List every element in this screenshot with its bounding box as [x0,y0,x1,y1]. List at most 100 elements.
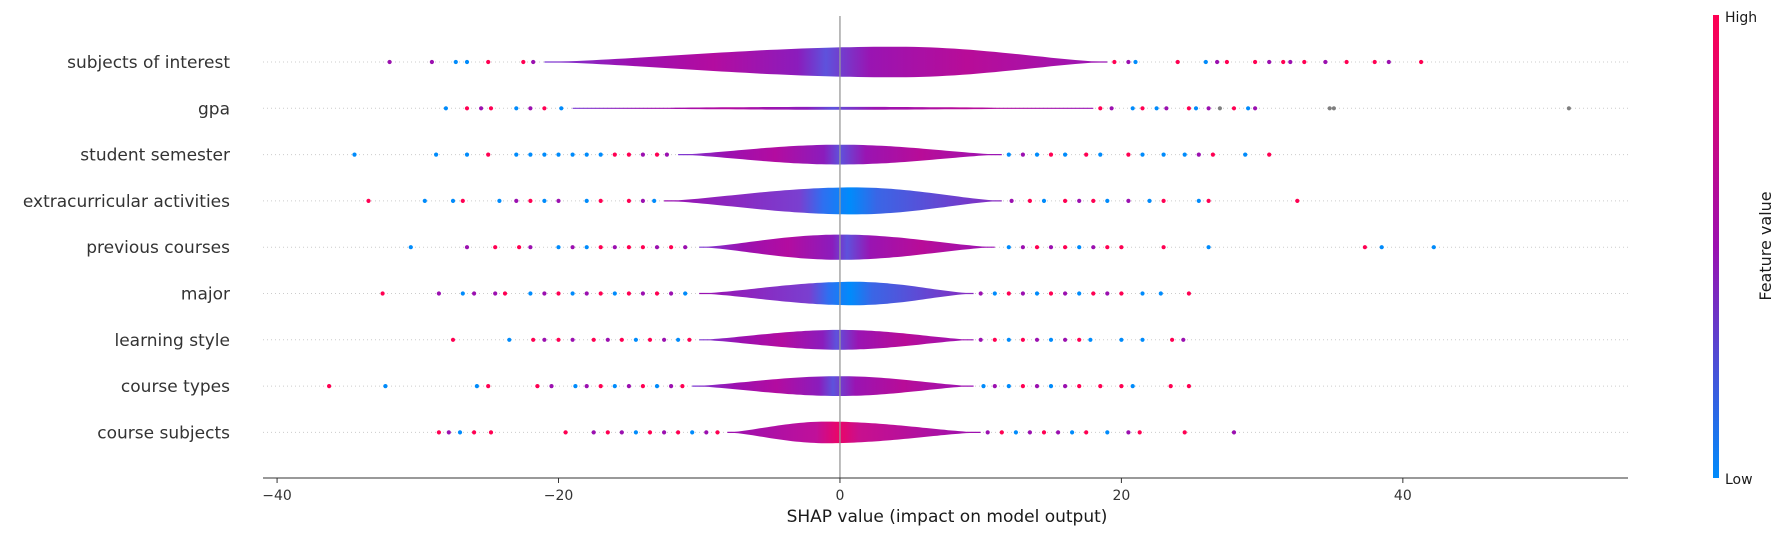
data-point [1386,59,1391,65]
data-point [1137,430,1142,435]
feature-row: course types [121,376,1628,397]
data-point [619,337,624,342]
data-point [647,430,653,435]
data-point [1077,291,1082,296]
data-point [640,198,646,203]
data-point [528,291,533,296]
data-point [488,106,494,111]
data-point [981,384,986,389]
data-point [1048,337,1054,342]
data-point [1253,106,1258,111]
violin-body [544,46,1108,78]
data-point [380,291,385,296]
data-point [1119,291,1124,296]
data-point [1027,430,1032,435]
data-point [1372,59,1377,65]
data-point [542,291,547,296]
data-point [1048,384,1054,389]
data-point [1119,245,1124,250]
data-point [612,152,617,157]
data-point [683,291,688,296]
data-point [1105,291,1110,296]
data-point [1231,106,1237,111]
data-point [1126,198,1131,203]
violin-body [692,376,974,396]
data-point [676,337,681,342]
feature-label: previous courses [86,238,230,258]
data-point [662,337,667,342]
data-point [640,384,646,389]
data-point [514,152,519,157]
colorbar-low-label: Low [1725,472,1753,488]
data-point [460,291,465,296]
data-point [654,245,660,250]
data-point [605,430,610,435]
data-point [1034,384,1040,389]
data-point [584,152,589,157]
data-point [1215,59,1220,65]
data-point [450,337,456,342]
data-point [978,291,983,296]
data-point [472,430,477,435]
data-point [460,198,465,203]
data-point [1161,152,1166,157]
x-tick-label: 20 [1112,488,1130,504]
data-point [640,291,646,296]
data-point [549,384,554,389]
feature-label: extracurricular activities [23,192,230,212]
data-point [1140,337,1145,342]
data-point [514,198,519,203]
data-point [1362,245,1367,250]
violin-body [664,187,1002,215]
data-point [654,152,660,157]
feature-row: major [181,281,1628,306]
data-point [443,106,448,111]
data-point [1119,384,1124,389]
violin-body [699,234,995,260]
feature-label: major [181,285,230,305]
data-point [633,430,639,435]
data-point [1147,198,1152,203]
rows-layer: subjects of interest gpa student semester e… [23,46,1628,443]
data-point [528,106,533,111]
data-point [521,59,526,65]
data-point [493,245,498,250]
data-point [598,198,603,203]
data-point [1020,384,1025,389]
data-point [507,337,512,342]
data-point [1186,291,1191,296]
data-point [1034,245,1040,250]
data-point [542,198,547,203]
data-point [598,384,603,389]
data-point [1182,152,1187,157]
feature-label: course subjects [97,423,230,443]
data-point [535,384,540,389]
data-point [1098,384,1103,389]
data-point [486,152,491,157]
data-point [1193,106,1199,111]
data-point [1302,59,1307,65]
data-point [1020,245,1025,250]
data-point [1056,430,1061,435]
feature-row: subjects of interest [67,46,1628,78]
data-point [528,198,533,203]
x-tick-label: −20 [544,488,574,504]
feature-row: previous courses [86,234,1628,260]
data-point [563,430,568,435]
data-point [1170,337,1175,342]
data-point [1091,245,1096,250]
data-point [464,106,470,111]
data-point [598,291,603,296]
data-point [1041,430,1047,435]
feature-label: learning style [114,331,230,351]
data-point [464,59,470,65]
data-point [1098,106,1103,111]
data-point [408,245,413,250]
data-point [1009,198,1014,203]
data-point [1063,245,1068,250]
data-point [556,198,561,203]
data-point [1006,384,1011,389]
data-point [978,337,983,342]
data-point [640,245,646,250]
data-point [612,291,617,296]
